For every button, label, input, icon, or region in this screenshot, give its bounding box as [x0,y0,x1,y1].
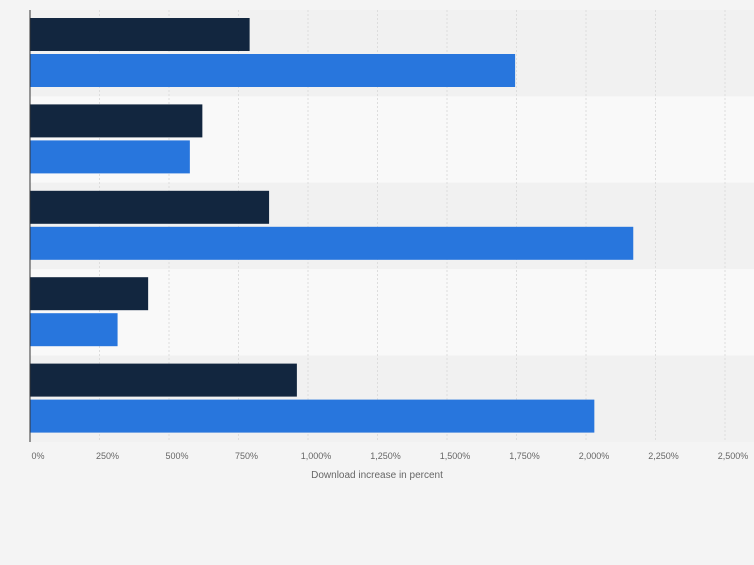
x-tick-label: 2,000% [579,451,610,461]
bar-dark [30,18,250,51]
bar-blue [30,54,516,87]
bar-blue [30,399,595,433]
bar-dark [30,104,203,138]
bar-dark [30,190,270,224]
bar-dark [30,277,149,311]
bar-blue [30,313,118,347]
x-tick-label: 2,250% [648,451,679,461]
bar-blue [30,226,634,260]
x-tick-label: 750% [235,451,258,461]
x-tick-label: 250% [96,451,119,461]
category-band [30,269,754,356]
x-axis-title: Download increase in percent [311,470,443,481]
x-tick-label: 1,500% [440,451,471,461]
bar-dark [30,363,297,397]
x-tick-label: 1,750% [509,451,540,461]
x-tick-label: 2,500% [718,451,749,461]
x-tick-label: 1,000% [301,451,332,461]
x-tick-label: 1,250% [370,451,401,461]
bars [30,18,634,433]
x-tick-label: 500% [165,451,188,461]
x-tick-label: 0% [31,451,44,461]
x-tick-labels: 0% 250% 500% 750% 1,000% 1,250% 1,500% 1,750% 2,… [31,451,748,461]
bar-blue [30,140,190,174]
